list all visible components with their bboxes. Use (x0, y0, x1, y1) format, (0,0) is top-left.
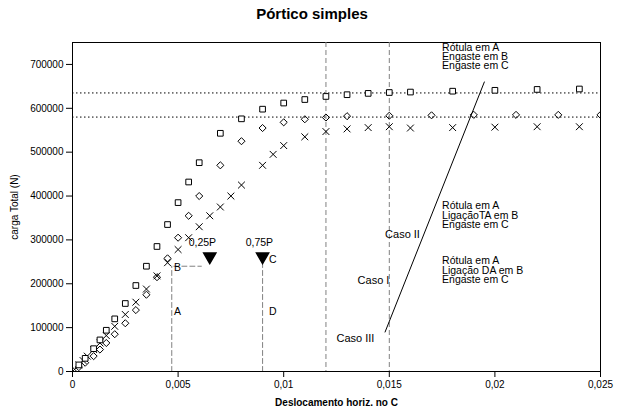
svg-text:0,01: 0,01 (274, 379, 294, 390)
svg-text:0,75P: 0,75P (246, 236, 273, 248)
svg-text:Engaste em C: Engaste em C (442, 273, 509, 285)
svg-text:0,015: 0,015 (377, 379, 402, 390)
svg-text:0: 0 (70, 379, 76, 390)
svg-text:Ligação DA em B: Ligação DA em B (442, 263, 524, 276)
svg-text:200000: 200000 (30, 278, 64, 289)
svg-text:600000: 600000 (30, 103, 64, 114)
svg-text:Engaste em C: Engaste em C (442, 218, 509, 230)
svg-text:Caso I: Caso I (358, 274, 390, 286)
svg-text:carga Total (N): carga Total (N) (9, 174, 20, 239)
svg-text:500000: 500000 (30, 146, 64, 157)
svg-text:0,25P: 0,25P (189, 236, 216, 248)
svg-text:C: C (269, 253, 277, 265)
svg-text:Rótula em A: Rótula em A (442, 41, 500, 54)
svg-text:A: A (174, 305, 181, 317)
svg-text:700000: 700000 (30, 59, 64, 70)
svg-text:0,025: 0,025 (588, 379, 613, 390)
svg-text:Deslocamento horiz. no C: Deslocamento horiz. no C (275, 397, 398, 408)
svg-text:0,005: 0,005 (166, 379, 191, 390)
svg-text:Caso III: Caso III (337, 332, 375, 344)
html-text:Pórtico simples: Pórtico simples (256, 5, 368, 22)
svg-text:B: B (174, 261, 181, 273)
svg-text:Engaste em C: Engaste em C (442, 59, 509, 71)
svg-text:300000: 300000 (30, 234, 64, 245)
svg-text:LigaçãoTA em B: LigaçãoTA em B (442, 208, 519, 221)
svg-text:Engaste em B: Engaste em B (442, 50, 509, 62)
svg-text:Caso II: Caso II (385, 228, 420, 240)
svg-text:0,02: 0,02 (485, 379, 505, 390)
svg-text:Rótula em A: Rótula em A (442, 199, 500, 212)
svg-text:100000: 100000 (30, 322, 64, 333)
svg-text:0: 0 (58, 366, 64, 377)
svg-text:D: D (269, 305, 277, 317)
svg-text:Rótula em A: Rótula em A (442, 254, 500, 266)
svg-text:400000: 400000 (30, 190, 64, 201)
